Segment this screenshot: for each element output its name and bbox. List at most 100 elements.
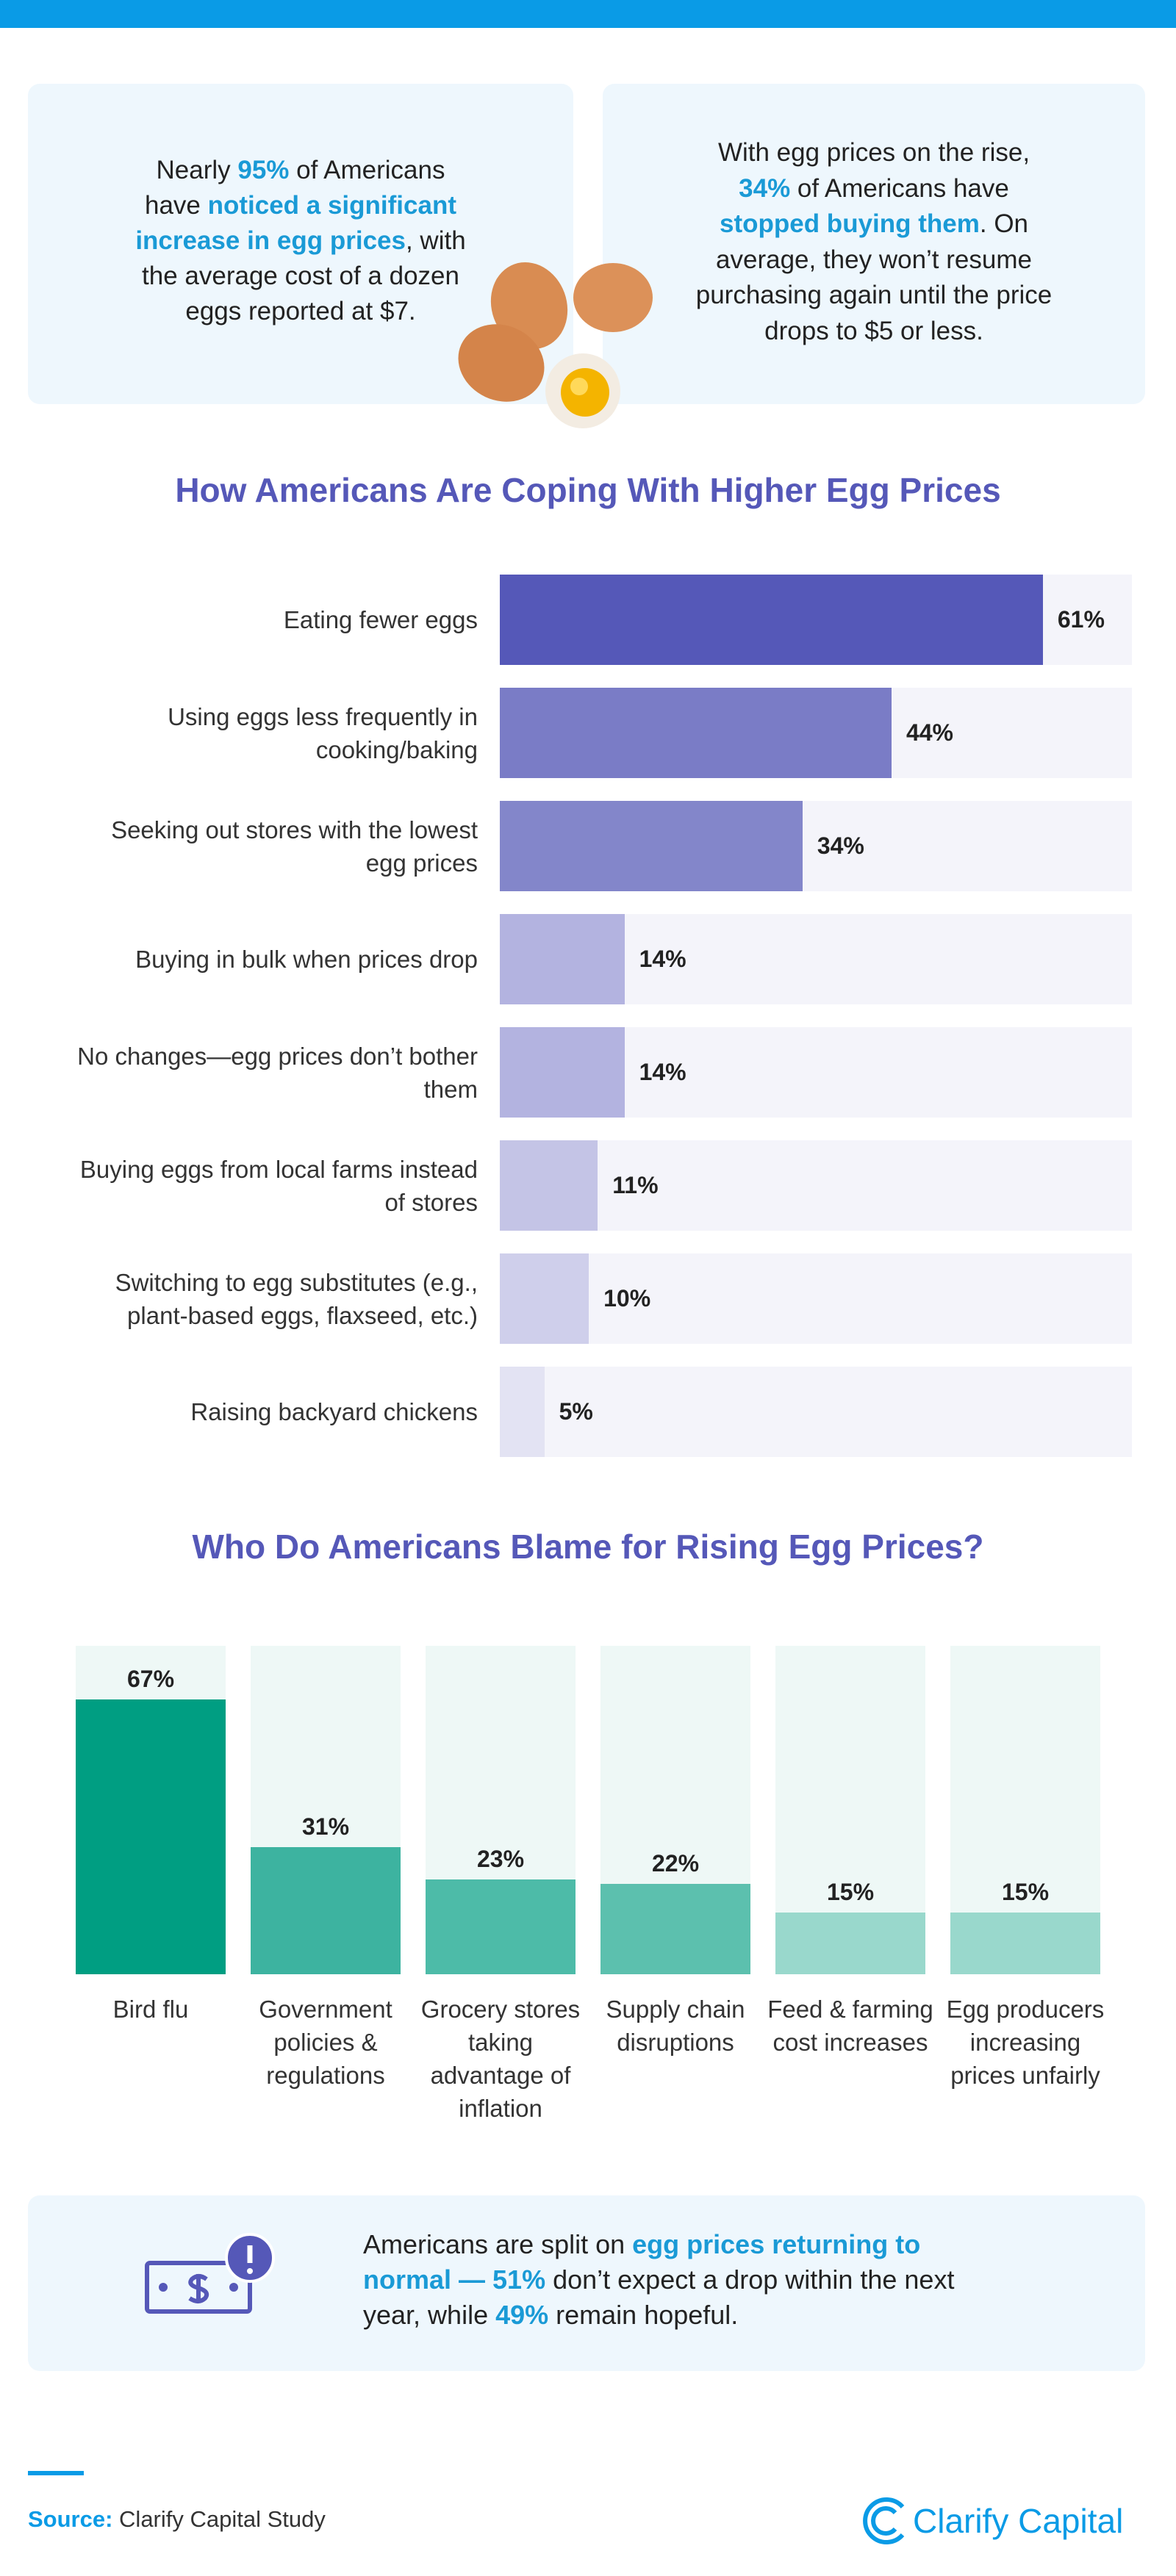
bar-track [500,1253,1132,1344]
category-text: Raising backyard chickens [190,1398,478,1425]
bar [76,1699,226,1974]
source-label: Source: [28,2506,113,2532]
callout-text: 34% [739,173,791,203]
category-label: Buying eggs from local farms instead of … [66,1140,478,1231]
callout-box [28,84,573,404]
category-label: Using eggs less frequently in cooking/ba… [66,688,478,778]
money-icon [145,2233,275,2314]
value-label: 23% [476,1846,525,1873]
callout-line: normal — 51% don’t expect a drop within … [363,2264,1127,2295]
value-label: 67% [126,1665,175,1692]
category-text: Using eggs less frequently in cooking/ba… [168,702,478,763]
chart-title: How Americans Are Coping With Higher Egg… [175,471,1001,509]
bar [251,1846,401,1974]
chart-title: Who Do Americans Blame for Rising Egg Pr… [192,1528,984,1566]
category-label: Egg producers increasing prices unfairly [946,1996,1105,2089]
callout-line: increase in egg prices, with [28,226,573,256]
callout-box [28,2195,1145,2371]
value-label: 15% [826,1879,875,1906]
callout-text: increase in egg prices [135,226,406,255]
category-text: No changes—egg prices don’t bother them [77,1042,478,1103]
value-label: 5% [559,1398,593,1425]
value-label: 31% [301,1813,350,1840]
value-label: 10% [603,1285,651,1312]
callout-text: of Americans have [790,173,1009,203]
value-label: 15% [1001,1879,1050,1906]
callout-line: year, while 49% remain hopeful. [363,2299,1127,2331]
value-label: 22% [651,1850,700,1877]
eggs-illustration [458,262,653,428]
callout-line: With egg prices on the rise, [603,137,1145,168]
callout-text: eggs reported at $7. [185,297,416,325]
source-text: Clarify Capital Study [119,2506,326,2532]
callout-text: Americans are split on [363,2229,633,2260]
category-text: Buying eggs from local farms instead of … [79,1155,478,1216]
callout-text: don’t expect a drop within the next [545,2264,955,2295]
callout-line: purchasing again until the price [603,280,1145,311]
bar [500,801,803,891]
bar [426,1879,576,1974]
category-label: Buying in bulk when prices drop [66,914,478,1004]
callout-line: Americans are split on egg prices return… [363,2228,1127,2260]
callout-line: the average cost of a dozen [28,261,573,292]
callout-line: eggs reported at $7. [28,296,573,327]
value-label: 61% [1057,606,1105,633]
source: Source: Clarify Capital Study [28,2505,326,2533]
callout-text: With egg prices on the rise, [717,138,1030,167]
category-label: Switching to egg substitutes (e.g., plan… [66,1253,478,1344]
bar-track [500,1367,1132,1457]
callout-text: year, while [363,2300,496,2331]
callout-text: average, they won’t resume [716,245,1032,274]
bar [500,1253,589,1344]
category-label: Seeking out stores with the lowest egg p… [66,801,478,891]
category-label: Supply chain disruptions [606,1996,745,2056]
bar [500,1027,625,1118]
callout-text: Nearly [156,156,238,184]
value-label: 44% [906,719,953,746]
callout-line: average, they won’t resume [603,245,1145,276]
category-label: Bird flu [112,1996,189,2023]
bar-track [500,1140,1132,1231]
value-label: 11% [612,1172,659,1198]
bar [500,1367,545,1457]
callout-line: stopped buying them. On [603,209,1145,240]
category-label: Raising backyard chickens [66,1367,478,1457]
callout-text: have [144,191,208,220]
category-text: Buying in bulk when prices drop [135,946,478,973]
value-label: 14% [639,946,686,972]
callout-line: 34% of Americans have [603,173,1145,204]
category-text: Switching to egg substitutes (e.g., plan… [115,1268,478,1329]
logo-text: Clarify Capital [913,2502,1124,2540]
value-label: 14% [639,1059,686,1085]
callout-text: , with [405,226,466,255]
top-bar [0,0,1176,28]
category-label: No changes—egg prices don’t bother them [66,1027,478,1118]
callout-text: . On [979,209,1029,238]
bar [500,575,1043,665]
bar [500,1140,598,1231]
callout-text: egg prices returning to [632,2229,921,2260]
callout-text: noticed a significant [207,191,456,220]
callout-text: stopped buying them [719,209,980,238]
callout-line: drops to $5 or less. [603,316,1145,347]
callout-line: have noticed a significant [28,190,573,221]
logo-icon [863,2497,905,2544]
bar [600,1884,750,1974]
category-label: Feed & farming cost increases [767,1996,933,2056]
callout-line: Nearly 95% of Americans [28,155,573,186]
callout-text: normal — 51% [363,2264,546,2295]
bar [500,914,625,1004]
category-text: Seeking out stores with the lowest egg p… [111,816,478,877]
bar [775,1913,925,1974]
callout-text: drops to $5 or less. [764,316,983,345]
callout-text: of Americans [289,156,445,184]
callout-text: purchasing again until the price [695,281,1053,309]
callout-box [603,84,1145,404]
category-label: Eating fewer eggs [66,575,478,665]
category-label: Government policies & regulations [259,1996,392,2089]
value-label: 34% [817,832,864,859]
callout-text: 49% [495,2300,549,2331]
callout-text: remain hopeful. [548,2300,739,2331]
callout-text: the average cost of a dozen [142,262,459,290]
